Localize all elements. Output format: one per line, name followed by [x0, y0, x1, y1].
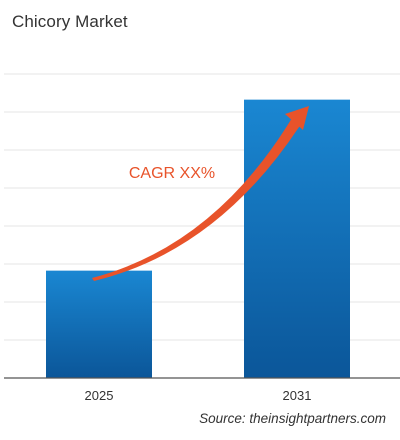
bar-2025	[46, 270, 152, 378]
bars	[46, 99, 350, 378]
cagr-arrow	[92, 106, 309, 281]
cagr-annotation: CAGR XX%	[129, 165, 215, 182]
source-note: Source: theinsightpartners.com	[199, 411, 386, 426]
chart-title: Chicory Market	[12, 12, 128, 31]
arrow-head	[285, 106, 309, 130]
x-axis: 2025 2031	[4, 377, 400, 403]
x-tick-label: 2025	[85, 388, 114, 403]
x-tick-label: 2031	[283, 388, 312, 403]
bar-2031	[244, 99, 350, 378]
